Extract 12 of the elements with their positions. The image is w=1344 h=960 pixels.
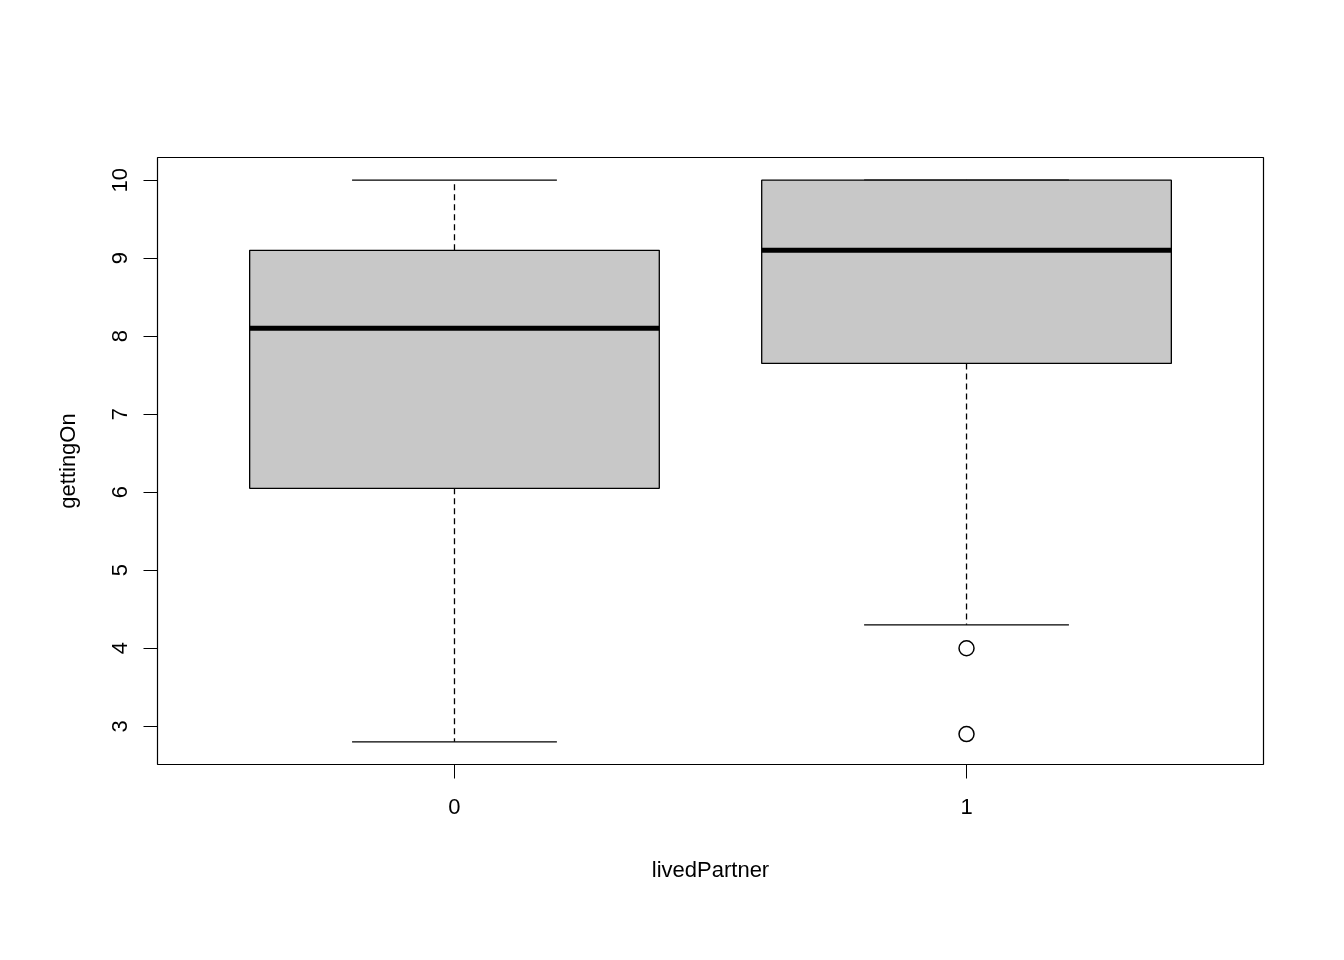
y-tick-label: 8 (107, 330, 133, 343)
y-axis-title: gettingOn (54, 413, 80, 509)
y-tick-label: 9 (107, 252, 133, 265)
y-tick-label: 10 (107, 167, 133, 193)
y-tick-label: 6 (107, 486, 133, 499)
x-tick-label: 0 (448, 793, 461, 819)
y-tick-label: 4 (107, 642, 133, 655)
y-tick-label: 3 (107, 720, 133, 733)
y-tick-label: 5 (107, 564, 133, 577)
x-axis-title: livedPartner (651, 856, 770, 882)
y-tick-label: 7 (107, 408, 133, 421)
x-tick-label: 1 (960, 793, 973, 819)
